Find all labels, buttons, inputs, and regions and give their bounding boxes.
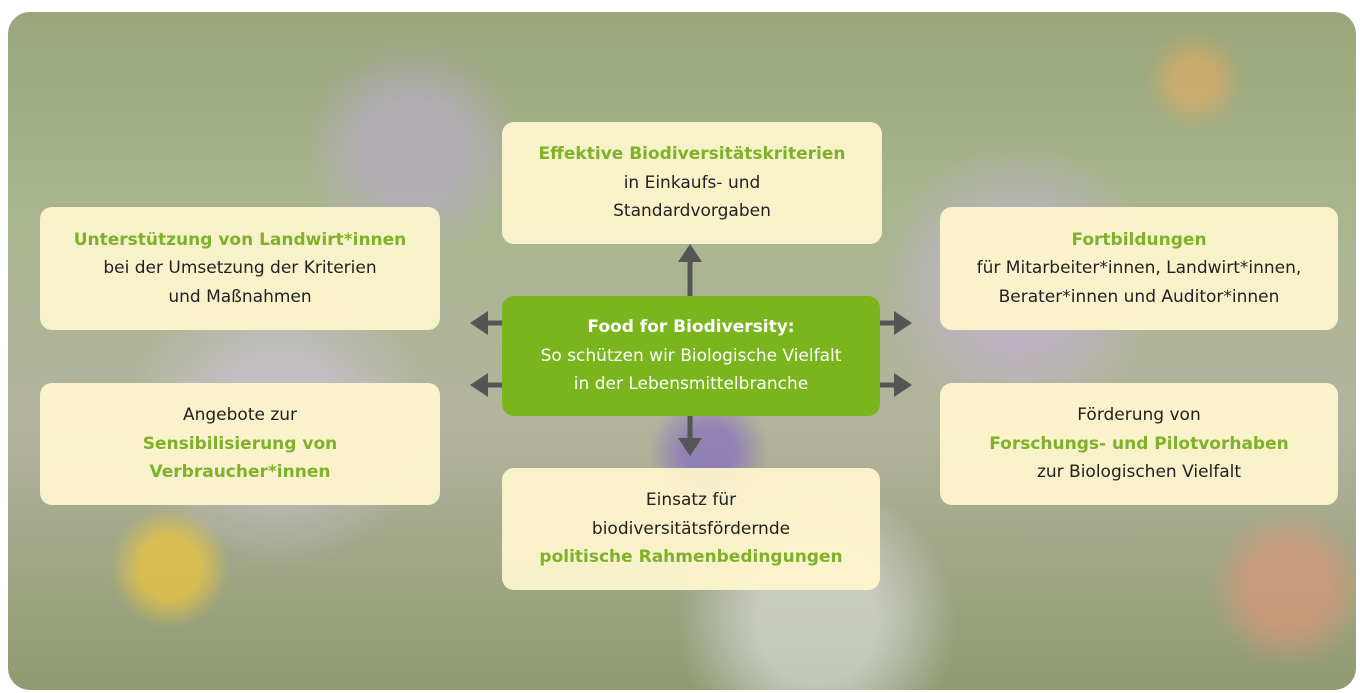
node: Effektive Biodiversitätskriterien in Ein… <box>502 122 882 244</box>
node-text: Angebote zur <box>183 401 297 430</box>
node-title: Verbraucher*innen <box>150 458 331 487</box>
node: Förderung von Forschungs- und Pilotvorha… <box>940 383 1338 505</box>
node-text: So schützen wir Biologische Vielfalt <box>541 342 842 371</box>
arrow-head <box>678 244 702 262</box>
node-text: zur Biologischen Vielfalt <box>1037 458 1241 487</box>
node-text: Einsatz für <box>646 486 736 515</box>
node-text: Standardvorgaben <box>613 197 771 226</box>
arrow-head <box>894 373 912 397</box>
arrow-head <box>894 311 912 335</box>
page: Food for Biodiversity: So schützen wir B… <box>0 0 1362 693</box>
node-text: Berater*innen und Auditor*innen <box>999 283 1280 312</box>
node-title: politische Rahmenbedingungen <box>539 543 842 572</box>
node-title: Sensibilisierung von <box>143 430 338 459</box>
node-title: Unterstützung von Landwirt*innen <box>74 226 407 255</box>
node-text: bei der Umsetzung der Kriterien <box>103 254 376 283</box>
node-text: in Einkaufs- und <box>624 169 761 198</box>
node-text: und Maßnahmen <box>168 283 311 312</box>
node: Fortbildungen für Mitarbeiter*innen, Lan… <box>940 207 1338 330</box>
node: Angebote zur Sensibilisierung von Verbra… <box>40 383 440 505</box>
node-title: Forschungs- und Pilotvorhaben <box>989 430 1288 459</box>
arrow-head <box>470 373 488 397</box>
node: Einsatz für biodiversitätsfördernde poli… <box>502 468 880 590</box>
node-text: Förderung von <box>1077 401 1200 430</box>
node-text: in der Lebensmittelbranche <box>574 370 808 399</box>
node-title: Food for Biodiversity: <box>587 313 794 342</box>
center-node: Food for Biodiversity: So schützen wir B… <box>502 296 880 416</box>
arrow-head <box>470 311 488 335</box>
arrow-head <box>678 438 702 456</box>
node-text: biodiversitätsfördernde <box>592 515 790 544</box>
node-title: Effektive Biodiversitätskriterien <box>539 140 846 169</box>
node: Unterstützung von Landwirt*innen bei der… <box>40 207 440 330</box>
node-text: für Mitarbeiter*innen, Landwirt*innen, <box>977 254 1302 283</box>
node-title: Fortbildungen <box>1071 226 1206 255</box>
